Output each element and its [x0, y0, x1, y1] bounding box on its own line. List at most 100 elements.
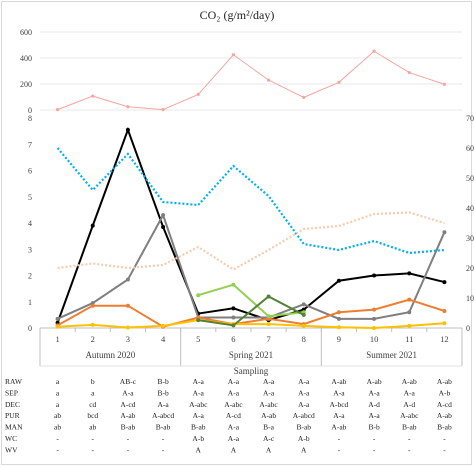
top-data-point [372, 49, 376, 53]
x-tick-label: 4 [161, 334, 166, 344]
table-cell: A-a [368, 411, 380, 420]
table-row-label: DEC [5, 400, 20, 409]
data-point [90, 322, 95, 327]
table-cell: A-ab [437, 377, 452, 386]
table-cell: A-a [193, 388, 205, 397]
x-tick-label: 2 [91, 334, 95, 344]
data-point [372, 307, 377, 312]
top-data-point [266, 78, 271, 82]
data-point [336, 278, 341, 283]
table-cell: cd [89, 400, 96, 409]
table-cell: A-a [193, 411, 205, 420]
table-cell: A-ab [402, 377, 417, 386]
y-tick-label: 4 [28, 219, 32, 228]
x-axis-title: Sampling [234, 366, 269, 376]
table-cell: A-abc [259, 400, 278, 409]
table-cell: - [127, 445, 130, 454]
top-y-tick-label: 400 [20, 54, 32, 63]
y2-tick-label: 30 [466, 234, 474, 243]
table-cell: A-ab [261, 411, 276, 420]
top-data-point [196, 92, 200, 96]
table-cell: A-abcd [293, 411, 315, 420]
table-cell: B-a [263, 423, 275, 432]
table-cell: A-b [439, 388, 451, 397]
data-point [372, 273, 377, 278]
table-cell: A-a [263, 377, 275, 386]
table-cell: A-a [263, 388, 275, 397]
table-cell: A [196, 445, 202, 454]
table-cell: AB-c [120, 377, 137, 386]
top-data-point [161, 108, 165, 112]
top-data-point [302, 95, 306, 99]
data-point [336, 316, 341, 321]
data-point [407, 297, 412, 302]
data-point [266, 322, 271, 327]
table-cell: A-ab [331, 423, 346, 432]
y2-tick-label: 60 [466, 144, 474, 153]
table-cell: - [408, 445, 411, 454]
table-cell: A-a [157, 400, 169, 409]
y-tick-label: 8 [28, 114, 32, 123]
table-cell: A-cd [437, 400, 452, 409]
table-cell: a [56, 400, 60, 409]
data-point [125, 325, 130, 330]
table-cell: A-ab [437, 411, 452, 420]
table-cell: bcd [87, 411, 98, 420]
table-cell: A-a [298, 377, 310, 386]
data-point [301, 312, 306, 317]
table-row-label: MAN [5, 423, 23, 432]
table-cell: - [443, 445, 446, 454]
table-cell: A-a [368, 388, 380, 397]
table-cell: A-a [228, 434, 240, 443]
table-cell: B-b [157, 388, 169, 397]
table-cell: A-ab [367, 377, 382, 386]
top-data-point [337, 80, 341, 84]
data-point [442, 321, 447, 326]
table-cell: A-c [263, 434, 275, 443]
x-tick-label: 11 [405, 334, 413, 344]
table-cell: A-d [403, 400, 415, 409]
table-cell: ab [54, 423, 61, 432]
table-cell: a [56, 388, 60, 397]
table-cell: B-ab [296, 423, 311, 432]
top-y-tick-label: 600 [20, 28, 32, 37]
y2-tick-label: 50 [466, 174, 474, 183]
table-cell: A-a [333, 411, 345, 420]
table-cell: A-cd [120, 400, 135, 409]
data-point [266, 314, 271, 319]
y2-tick-label: 10 [466, 294, 474, 303]
data-point [231, 306, 236, 311]
x-tick-label: 1 [55, 334, 59, 344]
data-point [336, 310, 341, 315]
y2-tick-label: 70 [466, 114, 474, 123]
table-cell: A-abc [400, 411, 419, 420]
table-cell: - [56, 445, 59, 454]
data-point [266, 294, 271, 299]
table-cell: A-a [193, 377, 205, 386]
data-point [301, 302, 306, 307]
table-cell: - [338, 434, 341, 443]
data-point [231, 315, 236, 320]
table-row-label: PUR [5, 411, 20, 420]
significance-table: RAW a b AB-c B-b A-a A-a A-a A-a A-ab A-ab A-ab A-ab… [5, 377, 452, 454]
x-tick-label: 5 [196, 334, 200, 344]
y2-tick-label: 20 [466, 264, 474, 273]
data-point [55, 316, 60, 321]
table-cell: - [408, 434, 411, 443]
group-label: Spring 2021 [229, 350, 273, 360]
table-row-label: WV [5, 445, 18, 454]
data-point [125, 277, 130, 282]
table-cell: A-a [228, 423, 240, 432]
table-cell: A-abc [189, 400, 208, 409]
table-cell: - [56, 434, 59, 443]
data-point [161, 224, 166, 229]
table-cell: B-b [157, 377, 169, 386]
chart-title: CO₂ (g/m²/day) [199, 8, 275, 22]
series-line [197, 283, 304, 318]
table-cell: A-b [298, 434, 310, 443]
top-data-point [231, 53, 236, 57]
data-point [161, 213, 166, 218]
